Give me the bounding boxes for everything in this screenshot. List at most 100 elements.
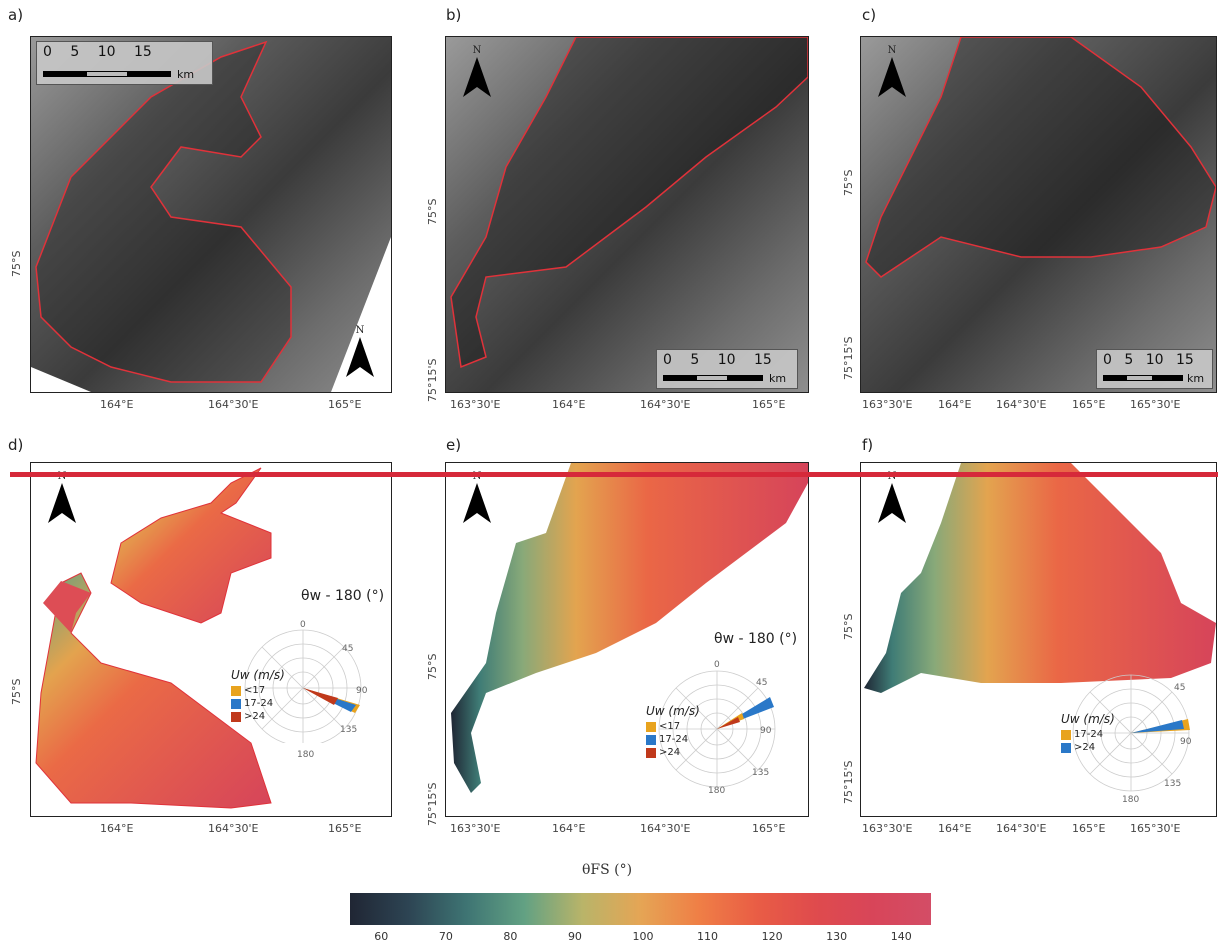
panel-c-xtick-2: 164°E xyxy=(938,398,972,411)
colorbar-tick-110: 110 xyxy=(697,930,719,943)
panel-f-label: f) xyxy=(862,436,874,454)
colorbar-tick-100: 100 xyxy=(632,930,654,943)
panel-a-ytick-1: 75°S xyxy=(10,250,23,277)
panel-c-xtick-3: 164°30'E xyxy=(996,398,1047,411)
rose-e-angle-135: 135 xyxy=(752,768,769,778)
colorbar-tick-60: 60 xyxy=(374,930,389,943)
panel-a-boundary xyxy=(31,40,391,392)
panel-b-xtick-1: 163°30'E xyxy=(450,398,501,411)
panel-f-xtick-5: 165°30'E xyxy=(1130,822,1181,835)
rose-f-angle-180: 180 xyxy=(1122,795,1139,803)
panel-f-xtick-1: 163°30'E xyxy=(862,822,913,835)
north-arrow-icon: N xyxy=(463,45,491,97)
panel-c-label: c) xyxy=(862,6,877,24)
panel-e-xtick-3: 164°30'E xyxy=(640,822,691,835)
panel-c-scalebar: 0 5 10 15 km xyxy=(1096,349,1213,389)
north-arrow-icon: N xyxy=(878,471,906,523)
legend-e-title: Uw (m/s) xyxy=(646,704,700,718)
panel-f-xtick-2: 164°E xyxy=(938,822,972,835)
panel-c-xtick-1: 163°30'E xyxy=(862,398,913,411)
panel-b-ytick-2: 75°15'S xyxy=(426,358,439,402)
panel-a-xtick-2: 164°30'E xyxy=(208,398,259,411)
legend-f-item-1: 17-24 xyxy=(1061,729,1103,740)
panel-e-ytick-1: 75°S xyxy=(426,653,439,680)
panel-d-fill xyxy=(35,467,272,809)
legend-f-title: Uw (m/s) xyxy=(1061,712,1115,726)
scalebar-numbers: 0 5 10 15 xyxy=(43,44,152,60)
panel-e-xtick-2: 164°E xyxy=(552,822,586,835)
legend-d-item-3: >24 xyxy=(231,711,265,722)
panel-e-angle-map: N θw - 180 (°) 0 45 90 135 180 Uw (m/s) … xyxy=(445,462,809,817)
rose-f-angle-90: 90 xyxy=(1180,737,1192,747)
panel-c-xtick-4: 165°E xyxy=(1072,398,1106,411)
colorbar-title: θFS (°) xyxy=(582,862,633,878)
rose-d-angle-180: 180 xyxy=(297,750,315,760)
panel-b-scalebar: 0 5 10 15 km xyxy=(656,349,798,389)
rose-d-title: θw - 180 (°) xyxy=(301,588,385,604)
panel-a-label: a) xyxy=(8,6,24,24)
colorbar-tick-130: 130 xyxy=(826,930,848,943)
panel-c-ytick-2: 75°15'S xyxy=(842,336,855,380)
panel-a-xtick-3: 165°E xyxy=(328,398,362,411)
rose-f-angle-45: 45 xyxy=(1174,683,1185,693)
panel-c-boundary xyxy=(865,37,1216,278)
panel-c-satellite-map: N 0 5 10 15 km xyxy=(860,36,1217,393)
panel-f-ytick-1: 75°S xyxy=(842,613,855,640)
rose-d-diagram: 0 45 90 135 xyxy=(244,620,368,743)
panel-e-xtick-4: 165°E xyxy=(752,822,786,835)
rose-d-angle-90: 90 xyxy=(356,686,368,696)
panel-b-label: b) xyxy=(446,6,462,24)
colorbar-tick-90: 90 xyxy=(567,930,582,943)
north-arrow-icon: N xyxy=(48,471,76,523)
rose-e-angle-45: 45 xyxy=(756,678,767,688)
legend-e-item-2: 17-24 xyxy=(646,734,688,745)
colorbar-tick-70: 70 xyxy=(438,930,453,943)
rose-e-title: θw - 180 (°) xyxy=(714,631,798,647)
panel-c-ytick-1: 75°S xyxy=(842,169,855,196)
north-arrow-icon: N xyxy=(463,471,491,523)
rose-e-angle-180: 180 xyxy=(708,786,725,795)
panel-e-xtick-1: 163°30'E xyxy=(450,822,501,835)
highlight-line xyxy=(10,472,1218,477)
legend-e-item-1: <17 xyxy=(646,721,680,732)
rose-d-angle-135: 135 xyxy=(340,725,357,735)
colorbar xyxy=(350,893,931,925)
scalebar-unit: km xyxy=(177,68,195,81)
panel-b-xtick-4: 165°E xyxy=(752,398,786,411)
rose-f-diagram: 45 90 135 180 xyxy=(1072,674,1192,803)
panel-f-xtick-4: 165°E xyxy=(1072,822,1106,835)
panel-d-label: d) xyxy=(8,436,24,454)
panel-d-xtick-1: 164°E xyxy=(100,822,134,835)
colorbar-tick-120: 120 xyxy=(761,930,783,943)
panel-b-xtick-3: 164°30'E xyxy=(640,398,691,411)
panel-a-satellite-map: 0 5 10 15 km N xyxy=(30,36,392,393)
panel-f-angle-map: N 45 90 135 180 Uw (m/s) 17-24 >24 xyxy=(860,462,1217,817)
panel-b-satellite-map: N 0 5 10 15 km xyxy=(445,36,809,393)
panel-d-xtick-2: 164°30'E xyxy=(208,822,259,835)
panel-e-label: e) xyxy=(446,436,462,454)
rose-e-angle-90: 90 xyxy=(760,726,772,736)
rose-e-diagram: 0 45 90 135 180 xyxy=(658,660,776,795)
panel-b-ytick-1: 75°S xyxy=(426,198,439,225)
panel-c-xtick-5: 165°30'E xyxy=(1130,398,1181,411)
panel-d-angle-map: N θw - 180 (°) 0 45 90 135 Uw (m/s) <17 … xyxy=(30,462,392,817)
panel-a-xtick-1: 164°E xyxy=(100,398,134,411)
legend-d-item-1: <17 xyxy=(231,685,265,696)
rose-e-angle-0: 0 xyxy=(714,660,720,670)
legend-d-title: Uw (m/s) xyxy=(231,668,285,682)
panel-a-scalebar: 0 5 10 15 km xyxy=(36,41,213,85)
rose-d-angle-0: 0 xyxy=(300,620,306,630)
rose-d-angle-45: 45 xyxy=(342,644,353,654)
panel-d-xtick-3: 165°E xyxy=(328,822,362,835)
north-arrow-icon: N xyxy=(878,45,906,97)
panel-b-xtick-2: 164°E xyxy=(552,398,586,411)
panel-f-fill xyxy=(864,463,1216,693)
panel-b-boundary xyxy=(450,37,808,369)
panel-e-fill xyxy=(451,463,808,793)
colorbar-tick-140: 140 xyxy=(890,930,912,943)
legend-f-item-2: >24 xyxy=(1061,742,1095,753)
north-arrow-icon: N xyxy=(346,325,374,377)
rose-f-angle-135: 135 xyxy=(1164,779,1181,789)
panel-e-ytick-2: 75°15'S xyxy=(426,782,439,826)
panel-f-xtick-3: 164°30'E xyxy=(996,822,1047,835)
